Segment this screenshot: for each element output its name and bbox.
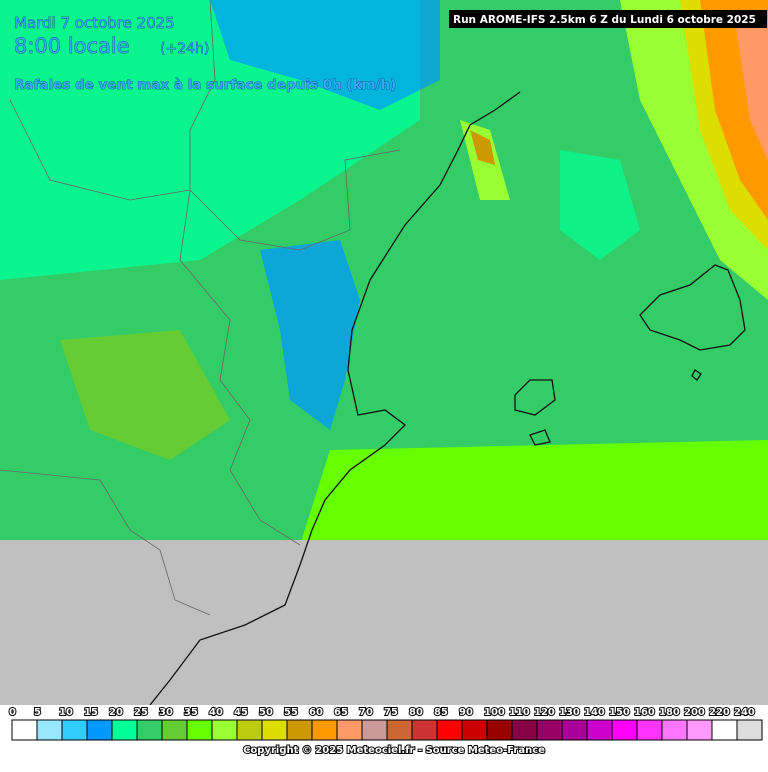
lead-time: (+24h) [160,41,209,57]
legend-label: 75 [384,707,398,718]
legend-swatch [336,719,363,741]
legend-label: 110 [509,707,530,718]
legend-swatch [711,719,738,741]
legend-swatch [186,719,213,741]
legend-swatch [611,719,638,741]
legend-label: 85 [434,707,448,718]
legend: 0 5 10 15 20 25 30 35 40 45 50 55 60 65 70 75 80 85 90 100 1… [8,706,763,741]
legend-swatch [586,719,613,741]
legend-label: 30 [159,707,173,718]
legend-swatch [411,719,438,741]
legend-label: 150 [609,707,630,718]
run-banner [449,10,767,28]
legend-label: 160 [634,707,655,718]
legend-swatch [436,719,463,741]
legend-swatch [636,719,663,741]
date: Mardi 7 octobre 2025 [14,14,175,32]
legend-label: 65 [334,707,348,718]
legend-label: 15 [84,707,98,718]
copyright: Copyright © 2025 Meteociel.fr - Source M… [243,745,545,756]
legend-label: 130 [559,707,580,718]
legend-swatch [236,719,263,741]
legend-swatch [261,719,288,741]
legend-swatch [536,719,563,741]
legend-label: 55 [284,707,298,718]
legend-swatch [36,719,63,741]
time: 8:00 locale [14,34,130,58]
legend-swatch [111,719,138,741]
legend-label: 180 [659,707,680,718]
legend-label: 25 [134,707,148,718]
legend-label: 80 [409,707,423,718]
legend-swatch [311,719,338,741]
legend-label: 120 [534,707,555,718]
legend-label: 35 [184,707,198,718]
legend-label: 100 [484,707,505,718]
borders [0,0,401,616]
legend-label: 140 [584,707,605,718]
legend-label: 5 [34,707,41,718]
legend-label: 20 [109,707,123,718]
legend-swatch [461,719,488,741]
legend-label: 40 [209,707,223,718]
legend-label: 0 [9,707,16,718]
legend-swatch [86,719,113,741]
legend-swatch [61,719,88,741]
legend-swatch [486,719,513,741]
legend-label: 50 [259,707,273,718]
legend-label: 45 [234,707,248,718]
legend-swatch [361,719,388,741]
legend-swatch [386,719,413,741]
legend-label: 60 [309,707,323,718]
legend-swatch [661,719,688,741]
legend-swatch [686,719,713,741]
legend-label: 200 [684,707,705,718]
legend-label: 220 [709,707,730,718]
legend-swatch [136,719,163,741]
legend-swatch [736,719,763,741]
legend-label: 10 [59,707,73,718]
legend-swatch [286,719,313,741]
subtitle: Rafales de vent max à la surface depuis … [14,77,396,93]
legend-label: 90 [459,707,473,718]
legend-swatch [511,719,538,741]
legend-swatch [561,719,588,741]
coastline [149,91,746,706]
legend-swatch [211,719,238,741]
run-info: Run AROME-IFS 2.5km 6 Z du Lundi 6 octob… [453,14,756,26]
legend-swatch [11,719,38,741]
field [0,0,768,705]
legend-swatch [161,719,188,741]
legend-label: 70 [359,707,373,718]
legend-label: 240 [734,707,755,718]
